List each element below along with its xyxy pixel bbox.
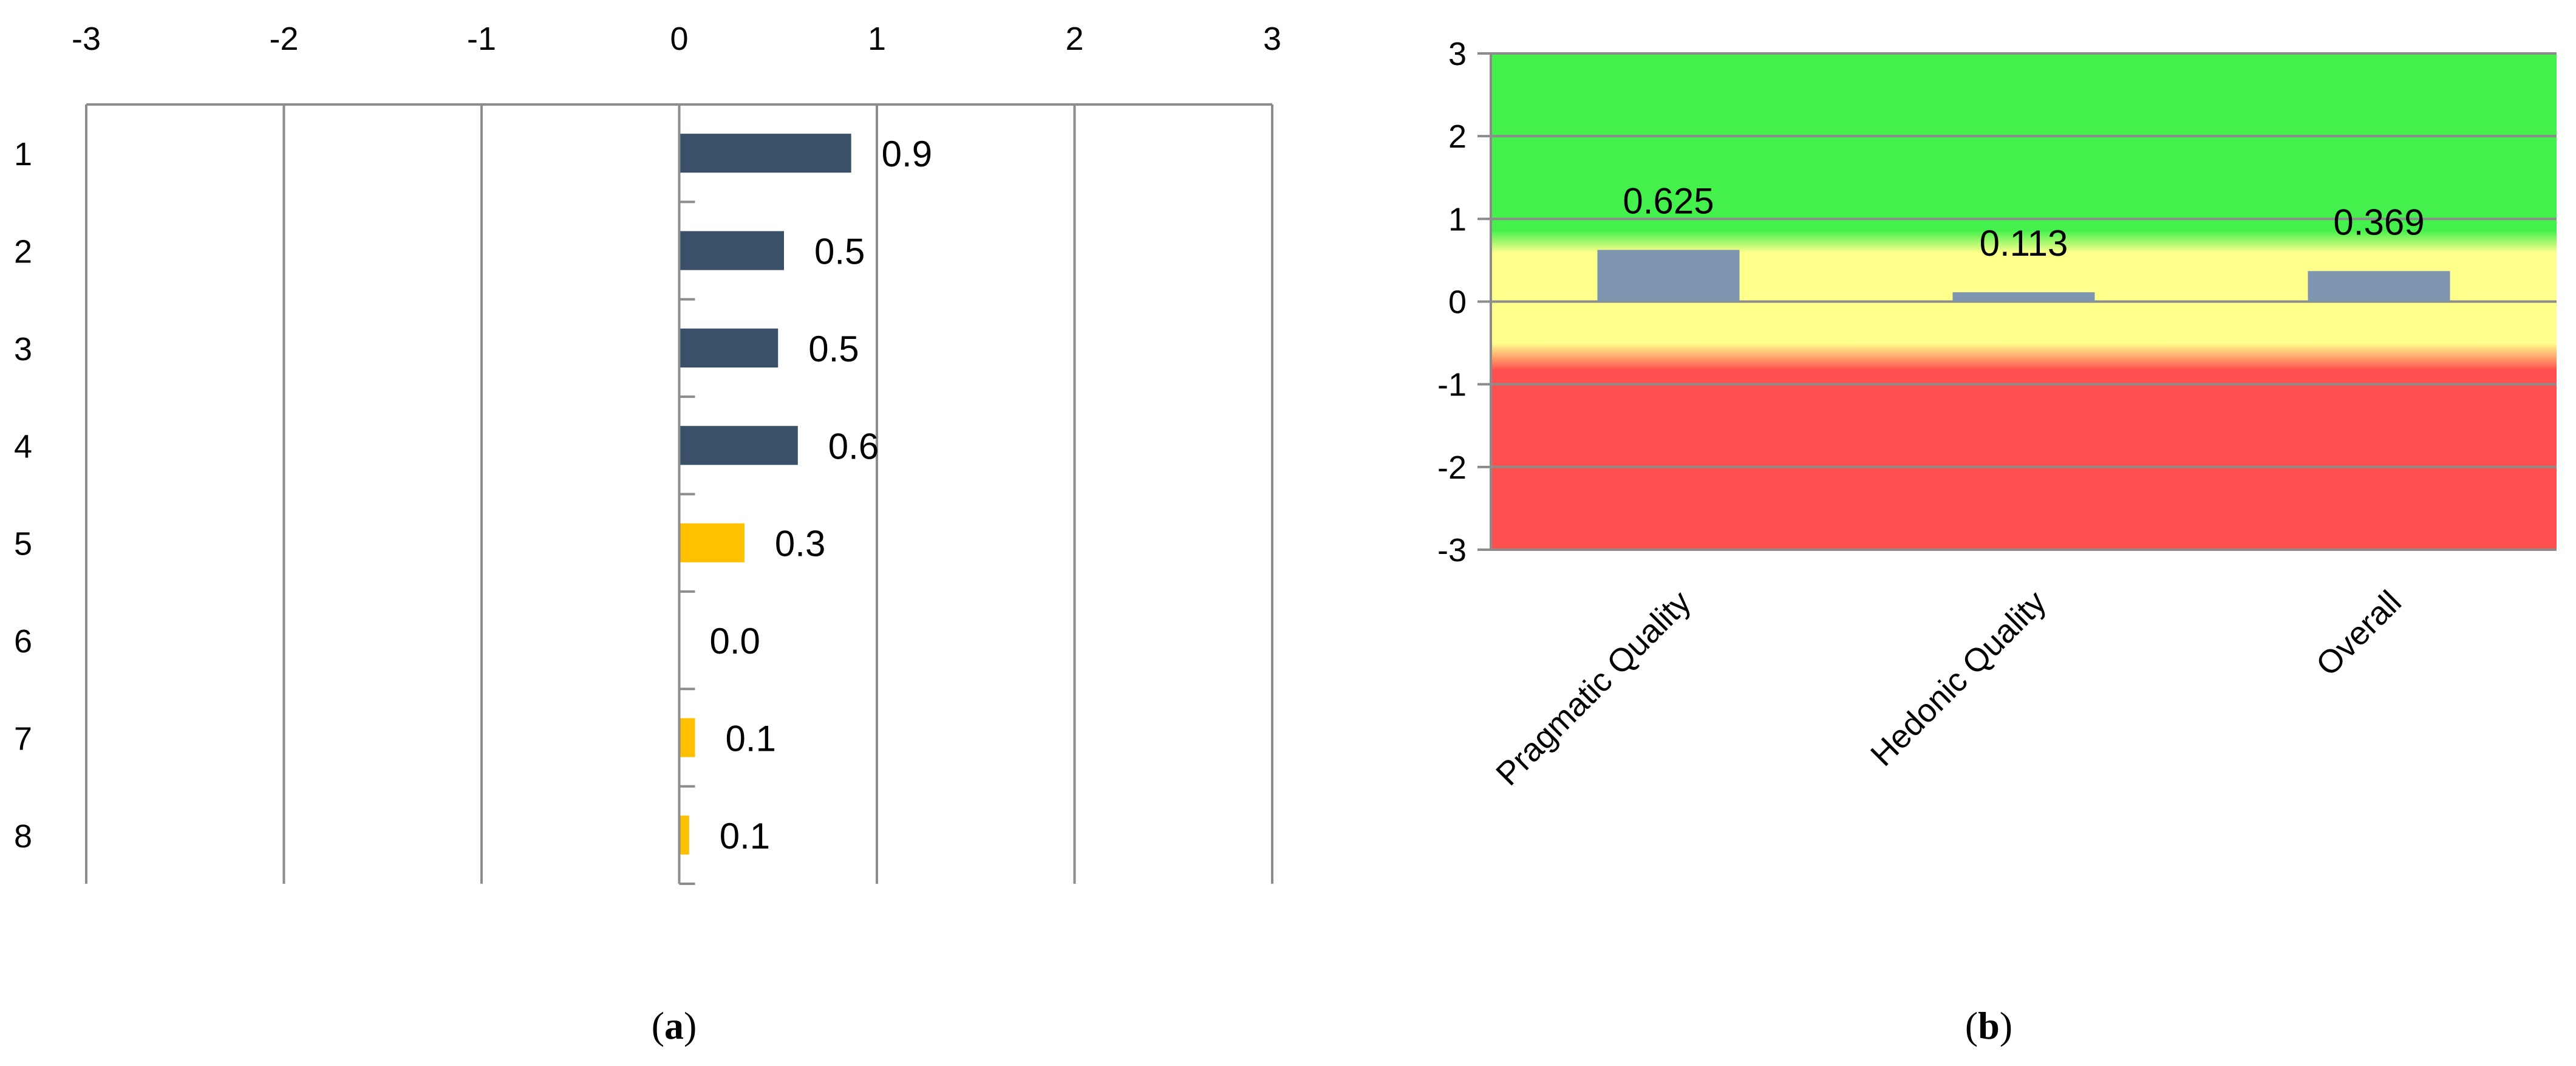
chart-a-category-label: 2 [14,234,32,270]
chart-a-bar [679,328,779,368]
chart-b-category-labels: Pragmatic Quality Hedonic Quality Overall [1489,584,2408,793]
chart-a-data-labels: 0.9 0.5 0.5 0.6 0.3 0.0 0.1 0.1 [710,134,933,856]
chart-a-bar [679,134,851,173]
chart-a-x-tick-label: -1 [467,21,496,57]
chart-b-y-tick-label: 2 [1448,118,1467,155]
chart-b-y-tick-labels: 3 2 1 0 -1 -2 -3 [1437,36,1467,569]
chart-b-y-tick-label: -3 [1437,532,1467,569]
chart-a-data-label: 0.0 [710,621,760,661]
chart-b-data-labels: 0.625 0.113 0.369 [1623,180,2424,264]
chart-a-data-label: 0.1 [720,816,770,856]
chart-b-category-label: Hedonic Quality [1864,584,2053,773]
chart-a-x-tick-label: -2 [269,21,298,57]
chart-b-column-chart: 3 2 1 0 -1 -2 -3 Pragmatic Quality Hedonic Qual… [1437,36,2557,793]
chart-a-data-label: 0.5 [814,231,865,272]
chart-a-bar [679,718,695,757]
chart-a-category-label: 5 [14,526,32,562]
chart-a-category-labels: 1 2 3 4 5 6 7 8 [14,136,32,855]
chart-a-caption: (a) [652,1004,697,1047]
chart-b-bars [1597,250,2450,302]
chart-b-bar [1952,292,2095,302]
chart-a-data-label: 0.3 [775,524,825,564]
chart-a-x-tick-label: -3 [72,21,101,57]
chart-a-category-label: 8 [14,818,32,855]
chart-a-data-label: 0.1 [726,718,776,759]
chart-b-bar [1597,250,1740,302]
chart-a-x-tick-labels: -3 -2 -1 0 1 2 3 [72,21,1281,57]
chart-a-category-label: 6 [14,623,32,660]
chart-b-y-tick-label: -2 [1437,449,1467,486]
chart-a-gridlines [85,104,1273,884]
chart-a-category-label: 1 [14,136,32,173]
chart-a-data-label: 0.9 [882,134,932,174]
chart-a-x-tick-label: 1 [868,21,886,57]
chart-b-data-label: 0.113 [1980,223,2068,264]
chart-b-data-label: 0.625 [1623,180,1714,221]
chart-b-caption: (b) [1965,1004,2012,1047]
chart-a-axis [86,103,1272,885]
chart-b-y-tick-label: 0 [1448,284,1467,321]
chart-a-category-label: 4 [14,428,32,465]
chart-a-x-tick-label: 2 [1065,21,1083,57]
chart-a-data-label: 0.5 [808,329,859,369]
chart-a-category-label: 3 [14,331,32,367]
chart-b-data-label: 0.369 [2333,202,2424,242]
chart-a-data-label: 0.6 [828,426,879,466]
chart-b-category-label: Pragmatic Quality [1489,584,1698,793]
chart-b-bar [2308,271,2450,302]
chart-a-bar [679,815,689,855]
chart-b-category-label: Overall [2309,584,2408,683]
chart-b-y-tick-label: -1 [1437,367,1467,403]
chart-a-bar [679,231,785,270]
chart-a-bars [679,134,851,855]
chart-a-bar [679,426,798,465]
chart-a-category-label: 7 [14,720,32,757]
chart-b-y-tick-label: 1 [1448,201,1467,237]
chart-a-bar [679,523,745,562]
chart-b-y-tick-label: 3 [1448,36,1467,72]
chart-a-x-tick-label: 3 [1263,21,1281,57]
chart-a-x-tick-label: 0 [670,21,688,57]
